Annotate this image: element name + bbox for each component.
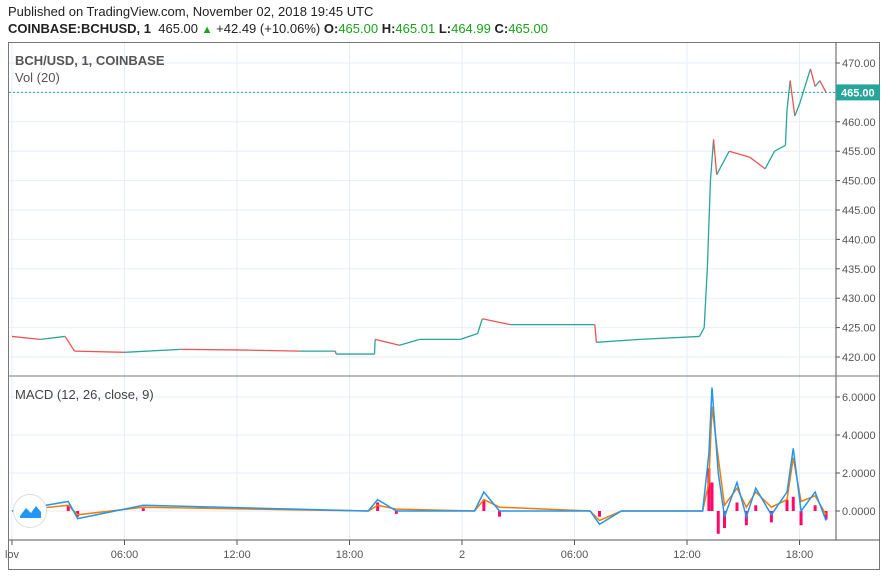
price-segment — [814, 80, 821, 87]
low-label: L: — [438, 21, 452, 36]
chart-frame — [8, 42, 880, 570]
price-segment — [774, 144, 786, 152]
price-segment — [703, 268, 708, 328]
macd-macd-line — [11, 387, 827, 526]
symbol-header: COINBASE:BCHUSD, 1 465.00 ▲ +42.49 (+10.… — [8, 21, 548, 36]
price-label: 435.00 — [842, 264, 876, 276]
change: +42.49 (+10.06%) — [216, 21, 321, 36]
price-segment — [716, 150, 730, 176]
last-price: 465.00 — [158, 21, 199, 36]
macd-histogram-bar — [707, 468, 711, 511]
macd-histogram-bar — [498, 511, 501, 517]
tradingview-logo-icon[interactable] — [13, 494, 47, 528]
macd-histogram-bar — [598, 511, 601, 517]
price-segment — [794, 103, 801, 117]
price-segment — [374, 338, 400, 346]
macd-histogram-bar — [723, 511, 726, 529]
macd-histogram-bar — [824, 511, 828, 520]
last-price-badge — [836, 84, 880, 101]
macd-label: 0.0000 — [842, 506, 876, 518]
close-label: C: — [494, 21, 509, 36]
macd-title: MACD (12, 26, close, 9) — [15, 387, 154, 402]
high-label: H: — [381, 21, 396, 36]
price-label: 420.00 — [842, 352, 876, 364]
price-segment — [798, 68, 812, 105]
price-segment — [712, 139, 718, 175]
time-label: 06:00 — [561, 549, 589, 561]
price-segment — [698, 327, 705, 337]
macd-label: 2.0000 — [842, 468, 876, 480]
price-segment — [749, 156, 766, 170]
price-label: 470.00 — [842, 58, 876, 70]
price-segment — [706, 180, 712, 269]
published-caption: Published on TradingView.com, November 0… — [8, 4, 374, 19]
time-label: 18:00 — [786, 549, 814, 561]
price-segment — [594, 324, 598, 343]
macd-histogram-bar — [735, 502, 739, 511]
time-label: 12:00 — [223, 549, 251, 561]
price-label: 440.00 — [842, 234, 876, 246]
price-segment — [789, 80, 796, 117]
price-segment — [399, 338, 420, 346]
macd-histogram-bar — [785, 499, 789, 511]
price-label: 460.00 — [842, 117, 876, 129]
price-segment — [482, 318, 511, 326]
macd-histogram-bar — [716, 511, 720, 534]
price-segment — [809, 68, 816, 87]
price-label: 445.00 — [842, 205, 876, 217]
open-label: O: — [323, 21, 339, 36]
time-label: lov — [5, 549, 20, 561]
price-segment — [11, 335, 41, 341]
macd-histogram-bar — [769, 511, 773, 523]
price-label: 450.00 — [842, 176, 876, 188]
low-value: 464.99 — [451, 21, 491, 36]
macd-histogram-bar — [376, 502, 380, 511]
price-label: 455.00 — [842, 146, 876, 158]
symbol: COINBASE:BCHUSD, 1 — [8, 21, 152, 36]
macd-label: 6.0000 — [842, 392, 876, 404]
price-segment — [180, 348, 238, 351]
price-segment — [709, 139, 715, 181]
macd-histogram-bar — [754, 505, 758, 511]
time-label: 06:00 — [111, 549, 139, 561]
time-label: 18:00 — [336, 549, 364, 561]
price-segment — [74, 350, 125, 353]
main-pane-title: BCH/USD, 1, COINBASE — [15, 53, 165, 68]
macd-histogram-bar — [66, 505, 70, 511]
time-label: 12:00 — [673, 549, 701, 561]
price-segment — [640, 335, 700, 341]
macd-histogram-bar — [791, 496, 795, 511]
time-label: 2 — [459, 549, 465, 561]
macd-histogram-bar — [710, 482, 714, 511]
price-segment — [124, 348, 181, 353]
price-segment — [819, 80, 827, 93]
price-segment — [764, 150, 776, 170]
macd-histogram-bar — [141, 508, 145, 511]
price-segment — [460, 332, 478, 340]
open-value: 465.00 — [338, 21, 379, 36]
last-price-badge-text: 465.00 — [841, 87, 875, 99]
price-segment — [477, 318, 483, 334]
price-segment — [334, 350, 337, 355]
close-value: 465.00 — [508, 21, 548, 36]
price-segment — [64, 336, 76, 352]
macd-histogram-bar — [394, 511, 398, 514]
price-segment — [729, 150, 750, 158]
price-segment — [373, 339, 376, 355]
macd-label: 4.0000 — [842, 430, 876, 442]
price-label: 425.00 — [842, 323, 876, 335]
price-label: 430.00 — [842, 293, 876, 305]
high-value: 465.01 — [395, 21, 436, 36]
price-segment — [596, 338, 641, 343]
macd-histogram-bar — [799, 511, 803, 526]
price-segment — [784, 110, 788, 146]
up-triangle-icon: ▲ — [201, 24, 213, 36]
volume-title: Vol (20) — [15, 70, 60, 85]
macd-histogram-bar — [813, 505, 817, 511]
macd-histogram-bar — [482, 499, 486, 511]
price-segment — [236, 349, 300, 352]
price-segment — [786, 80, 791, 111]
price-segment — [40, 335, 66, 341]
